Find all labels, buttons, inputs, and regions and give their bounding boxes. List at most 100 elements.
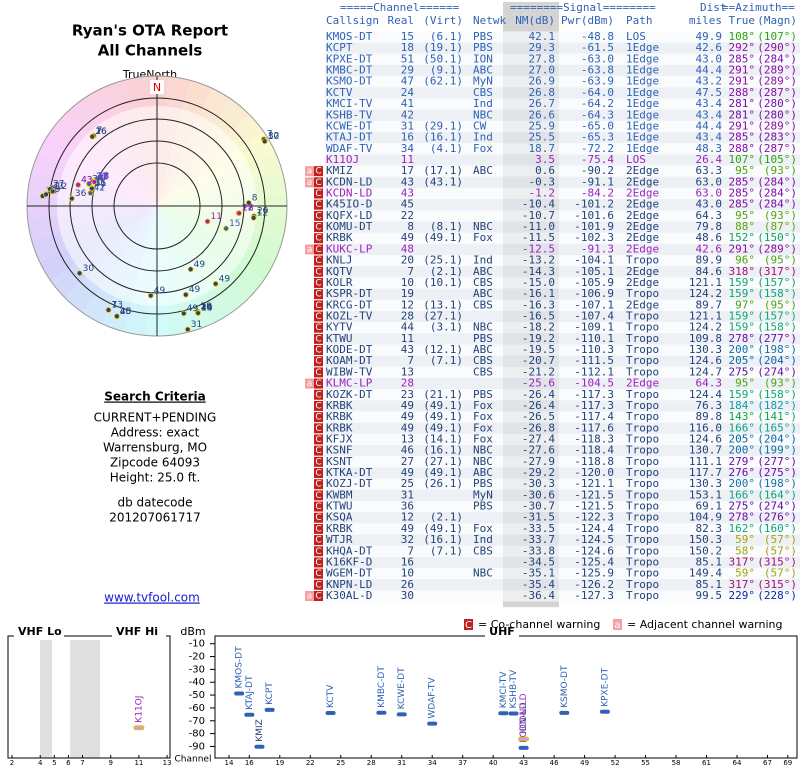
station-dot xyxy=(91,179,98,185)
cell: 124.4 xyxy=(689,388,722,401)
cell: KCTV xyxy=(326,86,353,99)
cell: -31.5 xyxy=(522,511,555,524)
cell: (6.1) xyxy=(430,30,463,43)
cell: Ind xyxy=(473,131,493,144)
x-tick-label: 25 xyxy=(336,759,345,767)
spectrum-label: KCDN-LD xyxy=(519,702,529,743)
cell: -64.2 xyxy=(581,97,614,110)
spectrum-marker xyxy=(498,711,509,716)
cell: 12 xyxy=(401,511,414,524)
row-bg xyxy=(325,243,800,256)
cell: KPXE-DT xyxy=(326,52,373,65)
cell: Tropo xyxy=(626,522,659,535)
cell: Tropo xyxy=(626,455,659,468)
cell: PBS xyxy=(473,500,493,513)
cell: 121.1 xyxy=(689,310,722,323)
cell: 159° xyxy=(729,276,756,289)
warning-icon: C xyxy=(315,278,321,288)
cell: 89.9 xyxy=(696,254,723,267)
warning-icon: C xyxy=(315,323,321,333)
cell: KCDN-LD xyxy=(326,175,372,188)
cell: ION xyxy=(473,52,493,65)
cell: CBS xyxy=(473,276,493,289)
cell: -21.2 xyxy=(522,365,555,378)
cell: K45IO-D xyxy=(326,198,372,211)
cell: Tropo xyxy=(626,343,659,356)
warning-bg xyxy=(314,345,323,356)
station-label: 7 xyxy=(111,301,117,311)
station-label: 7 xyxy=(97,126,103,136)
cell: 18 xyxy=(401,41,414,54)
row-bg xyxy=(325,556,800,569)
cell: (289°) xyxy=(757,119,797,132)
warning-icon: C xyxy=(315,413,321,423)
column-header: miles xyxy=(689,14,722,27)
station-dot xyxy=(113,313,120,320)
cell: 130.3 xyxy=(689,343,722,356)
cell: (2.1) xyxy=(430,265,463,278)
cell: -72.2 xyxy=(581,142,614,155)
x-tick-label: 37 xyxy=(458,759,467,767)
cell: KNLJ xyxy=(326,254,353,267)
cell: KTWU xyxy=(326,500,353,513)
spectrum-marker xyxy=(518,745,529,750)
site-link[interactable]: www.tvfool.com xyxy=(104,591,200,605)
warning-icon: C xyxy=(315,457,321,467)
station-dot xyxy=(89,133,96,140)
adj-text: = Adjacent channel warning xyxy=(627,618,783,631)
cell: 18.7 xyxy=(529,142,556,155)
cell: PBS xyxy=(473,332,493,345)
spectrum-marker xyxy=(376,710,387,715)
cell: 13 xyxy=(401,432,414,445)
cell: 20 xyxy=(401,254,414,267)
cell: CBS xyxy=(473,544,493,557)
cell: 153.1 xyxy=(689,488,722,501)
x-tick-label: 69 xyxy=(783,759,792,767)
cell: KSNT xyxy=(326,455,353,468)
spectrum-label: KPXE-DT xyxy=(600,667,610,706)
x-tick-label: 7 xyxy=(80,759,84,767)
cell: 288° xyxy=(729,86,756,99)
cell: 42 xyxy=(401,108,414,121)
cell: (158°) xyxy=(757,388,797,401)
cell: 150.2 xyxy=(689,544,722,557)
row-bg xyxy=(325,534,800,546)
cell: 49 xyxy=(401,522,414,535)
row-bg xyxy=(325,176,800,188)
cell: 43 xyxy=(401,343,414,356)
row-bg xyxy=(325,76,800,88)
warning-icon: C xyxy=(315,480,321,490)
warning-bg xyxy=(314,557,323,568)
warning-bg xyxy=(314,389,323,400)
warning-icon: C xyxy=(315,178,321,188)
station-label: 28 xyxy=(201,302,213,312)
x-tick-label: 58 xyxy=(672,759,681,767)
cell: 13 xyxy=(401,365,414,378)
cell: -91.3 xyxy=(581,242,614,255)
cell: 23 xyxy=(401,388,414,401)
cell: 3.5 xyxy=(535,153,555,166)
station-label: 34 xyxy=(92,174,104,184)
warning-bg xyxy=(314,468,323,479)
co-icon: C xyxy=(465,620,472,631)
cell: -12.5 xyxy=(522,242,555,255)
cell: 109.8 xyxy=(689,332,722,345)
row-bg xyxy=(325,377,800,390)
cell: -13.2 xyxy=(522,254,555,267)
cell: (49.1) xyxy=(423,522,463,535)
cell: -105.1 xyxy=(574,265,614,278)
cell: 275° xyxy=(729,365,756,378)
warning-bg xyxy=(314,244,323,255)
cell: 116.0 xyxy=(689,421,722,434)
station-label: 11 xyxy=(53,182,64,192)
cell: 59° xyxy=(735,533,755,546)
row-bg xyxy=(325,456,800,468)
station-label: 43 xyxy=(81,175,92,185)
cell: -14.3 xyxy=(522,265,555,278)
station-label: 42 xyxy=(94,184,105,194)
title: Ryan's OTA Report xyxy=(72,22,228,40)
cell: 84.6 xyxy=(696,265,723,278)
cell: 205° xyxy=(729,354,756,367)
warning-bg xyxy=(314,591,323,601)
spectrum-marker xyxy=(518,736,530,742)
